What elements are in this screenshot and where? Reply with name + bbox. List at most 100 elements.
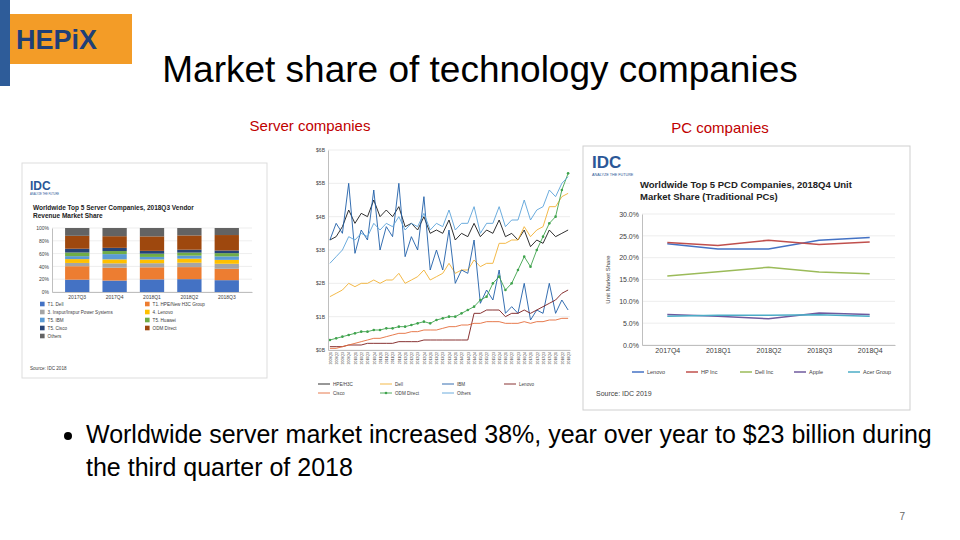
series-marker <box>416 322 419 325</box>
bar-segment <box>215 256 239 259</box>
x-tick-label: 2017Q3 <box>542 352 546 365</box>
x-tick-label: 2018Q2 <box>561 352 565 365</box>
bar-segment <box>140 236 164 250</box>
series-marker <box>354 332 357 335</box>
bar-segment <box>215 260 239 264</box>
grid <box>642 214 895 345</box>
bar-segment <box>215 269 239 280</box>
grid-line <box>642 235 895 236</box>
legend-swatch <box>442 384 454 385</box>
y-tick: 10.0% <box>619 298 642 305</box>
legend-item: 4. Lenovo <box>145 310 173 315</box>
plot-area <box>65 228 239 292</box>
panel-frame <box>583 146 910 410</box>
x-tick: 2018Q2 <box>757 347 782 355</box>
x-tick-label: 2017Q3 <box>68 294 86 300</box>
legend-label: HP Inc <box>701 369 718 375</box>
bar-segment <box>177 250 201 253</box>
x-tick: 2009Q2 <box>335 352 339 365</box>
series-marker <box>347 334 350 337</box>
legend-label: Acer Group <box>863 369 891 375</box>
x-tick-label: 2016Q3 <box>517 352 521 365</box>
chart-source: Source: IDC 2019 <box>596 390 652 397</box>
bar-segment <box>177 235 201 249</box>
y-tick: 40% <box>39 264 52 270</box>
x-tick: 2016Q4 <box>523 352 527 365</box>
grid-line <box>328 316 570 317</box>
panel-label: Server companies <box>250 117 371 134</box>
x-tick: 2011Q4 <box>398 352 402 364</box>
legend-swatch <box>318 384 330 385</box>
series-marker <box>454 315 457 318</box>
bar-segment <box>215 250 239 253</box>
bar-segment <box>102 263 126 267</box>
x-tick-label: 2017Q4 <box>548 352 552 365</box>
slide-page: HEPiXMarket share of technology companie… <box>0 0 960 540</box>
x-tick-label: 2010Q4 <box>372 352 376 365</box>
x-tick-label: 2012Q4 <box>423 352 427 365</box>
bar-segment <box>65 253 89 257</box>
legend-marker <box>385 392 388 395</box>
y-tick-label: 20.0% <box>619 254 639 261</box>
legend-swatch <box>686 371 698 373</box>
x-tick-label: 2014Q1 <box>454 352 458 365</box>
legend-label: T5. Cisco <box>48 326 68 331</box>
y-tick-label: $1B <box>316 314 326 320</box>
legend-bottom: HPE/H3CDellIBMLenovoCiscoODM DirectOther… <box>318 382 535 396</box>
x-tick-label: 2017Q1 <box>529 352 533 365</box>
x-tick: 2015Q1 <box>479 352 483 365</box>
x-tick: 2013Q3 <box>441 352 445 365</box>
legend-item: T5. Huawei <box>145 318 176 323</box>
x-tick: 2017Q1 <box>529 352 533 365</box>
y-tick-label: $2B <box>316 280 326 286</box>
x-tick: 2009Q4 <box>347 352 351 365</box>
x-tick: 2012Q4 <box>423 352 427 365</box>
series-marker <box>510 282 513 285</box>
bar-segment <box>177 259 201 263</box>
x-tick: 2010Q3 <box>366 352 370 365</box>
x-tick-label: 2009Q3 <box>341 352 345 365</box>
bar-segment <box>215 235 239 250</box>
legend-item: HP Inc <box>686 369 718 375</box>
legend-label: T5. Huawei <box>153 318 176 323</box>
idc-tagline: ANALYZE THE FUTURE <box>30 192 59 196</box>
legend-swatch <box>380 393 392 394</box>
bar-segment <box>65 228 89 236</box>
series-marker <box>423 320 426 323</box>
x-tick: 2010Q4 <box>372 352 376 365</box>
bar-segment <box>102 268 126 281</box>
legend-swatch <box>442 393 454 394</box>
y-tick: 30.0% <box>619 211 642 218</box>
x-tick: 2010Q2 <box>360 352 364 365</box>
series-marker <box>542 235 545 238</box>
x-tick-label: 2015Q2 <box>485 352 489 365</box>
x-tick: 2018Q1 <box>554 352 558 365</box>
bar-segment <box>140 228 164 236</box>
x-tick: 2018Q3 <box>807 347 832 355</box>
plot-area <box>667 238 869 319</box>
legend-item: ODM Direct <box>380 391 420 396</box>
bar-segment <box>140 263 164 267</box>
x-tick-label: 2014Q4 <box>473 352 477 365</box>
legend-label: 3. Inspur/Inspur Power Systems <box>48 310 114 315</box>
legend-label: Apple <box>809 369 823 375</box>
bar-segment <box>177 263 201 267</box>
series-marker <box>379 329 382 332</box>
x-tick-label: 2012Q3 <box>416 352 420 365</box>
x-tick: 2011Q2 <box>385 352 389 364</box>
y-tick: $4B <box>316 214 328 220</box>
legend-item: HPE/H3C <box>318 382 354 387</box>
series-marker <box>535 249 538 252</box>
y-tick: 0.0% <box>623 342 642 349</box>
x-tick-label: 2018Q2 <box>180 294 198 300</box>
x-tick-label: 2018Q1 <box>706 347 731 355</box>
idc-logo: IDC <box>592 153 621 172</box>
legend-swatch <box>145 318 150 323</box>
legend-swatch <box>40 318 45 323</box>
legend-item: T5. IBM <box>40 318 64 323</box>
bar-segment <box>215 228 239 235</box>
bar-segment <box>177 279 201 292</box>
plot-area <box>329 172 570 348</box>
y-axis-title: Unit Market Share <box>605 255 611 304</box>
bar-segment <box>177 253 201 256</box>
